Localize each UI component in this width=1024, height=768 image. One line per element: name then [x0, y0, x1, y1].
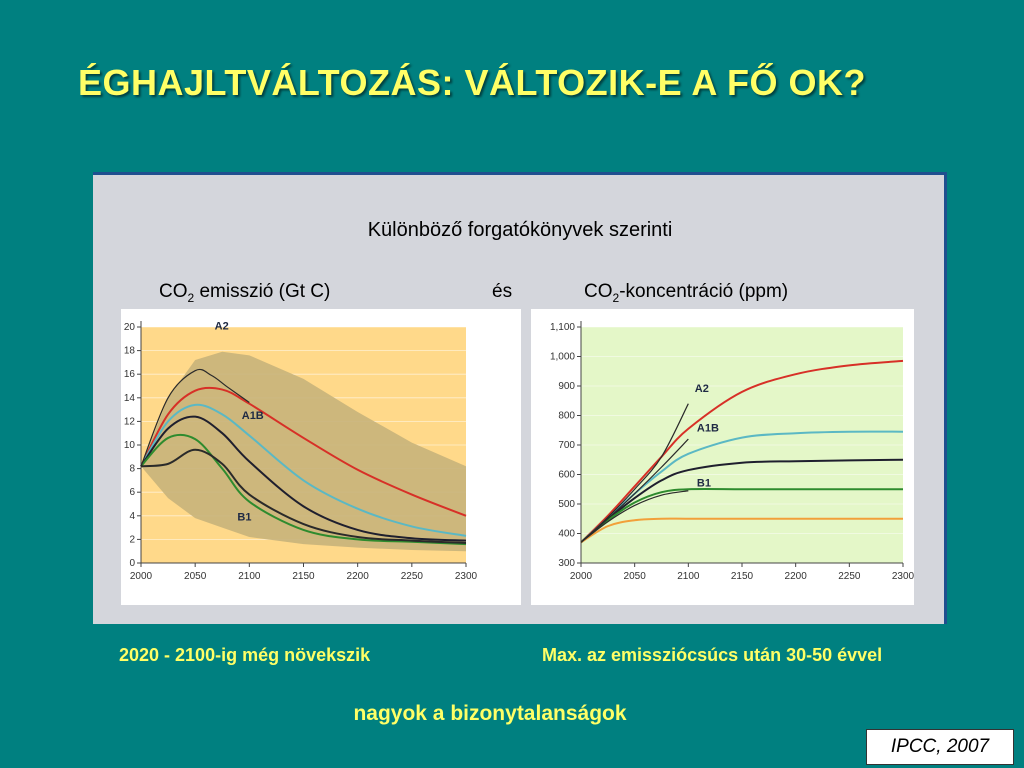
series-line-5 [580, 517, 903, 544]
x-tick-label: 2150 [292, 571, 315, 582]
x-tick-label: 2050 [184, 571, 207, 582]
y-tick-label: 4 [129, 511, 135, 522]
series-line-1 [140, 386, 467, 517]
x-tick-label: 2250 [838, 571, 861, 582]
y-tick-label: 600 [558, 470, 575, 481]
x-tick-label: 2050 [624, 571, 647, 582]
series-line-4 [580, 488, 903, 544]
y-tick-label: 20 [124, 322, 136, 333]
scenario-label: A1B [242, 410, 264, 422]
x-tick-label: 2250 [401, 571, 424, 582]
scenario-label: A2 [695, 383, 709, 395]
caption-left: 2020 - 2100-ig még növekszik [119, 645, 371, 665]
series-line-6 [580, 403, 689, 543]
x-tick-label: 2150 [731, 571, 754, 582]
and-label: és [492, 281, 513, 302]
source-citation: IPCC, 2007 [866, 729, 1014, 765]
x-tick-label: 2200 [347, 571, 370, 582]
y-tick-label: 800 [558, 411, 575, 422]
x-tick-label: 2300 [455, 571, 478, 582]
series-line-5 [140, 448, 467, 544]
emission-label: CO2 emisszió (Gt C) [159, 281, 331, 305]
y-tick-label: 2 [129, 534, 135, 545]
x-tick-label: 2000 [130, 571, 153, 582]
series-line-8 [580, 490, 689, 543]
series-line-7 [580, 438, 689, 543]
concentration-label: CO2-koncentráció (ppm) [584, 281, 789, 305]
y-tick-label: 18 [124, 346, 136, 357]
emission-chart: 0 2 4 6 8 10 12 14 16 18 20 2000 2050 2100 2150 2200 225… [121, 309, 521, 605]
emission-chart-svg: 0 2 4 6 8 10 12 14 16 18 20 2000 2050 2100 2150 2200 225… [121, 309, 521, 605]
y-tick-label: 16 [124, 369, 136, 380]
figure-panel: Különböző forgatókönyvek szerinti CO2 em… [93, 172, 947, 624]
y-tick-label: 1,000 [550, 352, 575, 363]
concentration-chart-svg: 300 400 500 600 700 800 900 1,000 1,100 2000 2050 2… [531, 309, 915, 605]
y-tick-label: 300 [558, 558, 575, 569]
x-tick-label: 2000 [570, 571, 593, 582]
series-line-3 [140, 415, 467, 542]
scenario-label: B1 [697, 477, 711, 489]
series-line-6 [140, 368, 250, 467]
scenario-label: A1B [697, 423, 719, 435]
series-line-3 [580, 458, 904, 544]
uncertainty-band [141, 351, 466, 552]
y-tick-label: 0 [129, 558, 135, 569]
y-tick-label: 900 [558, 381, 575, 392]
series-line-2 [140, 403, 467, 537]
x-tick-label: 2300 [892, 571, 914, 582]
y-tick-label: 500 [558, 499, 575, 510]
x-tick-label: 2100 [677, 571, 700, 582]
series-line-1 [580, 359, 904, 544]
panel-heading: Különböző forgatókönyvek szerinti [367, 219, 673, 241]
footer-note: nagyok a bizonytalanságok [353, 702, 627, 725]
y-tick-label: 400 [558, 529, 575, 540]
y-tick-label: 1,100 [550, 322, 575, 333]
caption-right: Max. az emissziócsúcs után 30-50 évvel [542, 645, 883, 665]
x-tick-label: 2200 [785, 571, 808, 582]
scenario-label: A2 [215, 320, 229, 332]
y-tick-label: 700 [558, 440, 575, 451]
y-tick-label: 6 [129, 487, 135, 498]
scenario-label: B1 [237, 512, 251, 524]
series-line-4 [140, 433, 467, 546]
y-tick-label: 8 [129, 464, 135, 475]
concentration-chart: 300 400 500 600 700 800 900 1,000 1,100 2000 2050 2… [531, 309, 915, 605]
x-tick-label: 2100 [238, 571, 261, 582]
y-tick-label: 10 [124, 440, 136, 451]
y-tick-label: 12 [124, 416, 136, 427]
slide-title: ÉGHAJLTVÁLTOZÁS: VÁLTOZIK-E A FŐ OK? [78, 62, 866, 103]
y-tick-label: 14 [124, 393, 136, 404]
